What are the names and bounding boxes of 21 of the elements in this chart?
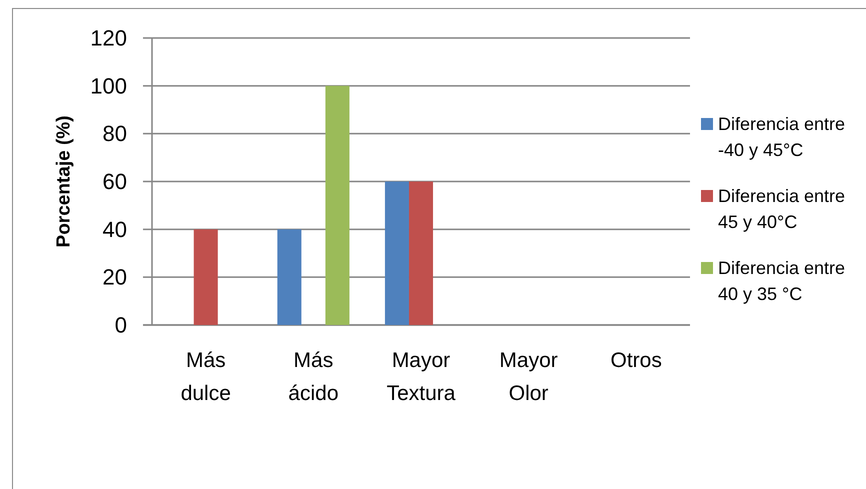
bar — [194, 229, 218, 325]
bar — [277, 229, 302, 325]
x-tick-label: Mayor Textura — [386, 348, 456, 404]
y-tick-label: 100 — [90, 73, 127, 98]
y-tick-label: 20 — [102, 264, 127, 290]
x-tick-label: Más dulce — [180, 348, 231, 404]
y-tick-label: 0 — [114, 312, 127, 338]
y-tick-label: 60 — [102, 169, 127, 194]
x-tick-label: Otros — [610, 348, 662, 372]
legend-label: Diferencia entre 40 y 35 °C — [718, 258, 846, 304]
y-axis-title: Porcentaje (%) — [54, 116, 74, 248]
y-tick-label: 80 — [102, 121, 127, 146]
bar — [384, 182, 409, 325]
bar — [325, 86, 350, 325]
x-tick-label: Más ácido — [288, 348, 338, 404]
x-tick-label: Mayor Olor — [499, 348, 558, 404]
y-tick-label: 40 — [102, 216, 127, 242]
y-tick-label: 120 — [90, 26, 127, 50]
legend-label: Diferencia entre -40 y 45°C — [718, 114, 846, 160]
bar — [408, 182, 434, 325]
legend-label: Diferencia entre 45 y 40°C — [718, 186, 846, 232]
